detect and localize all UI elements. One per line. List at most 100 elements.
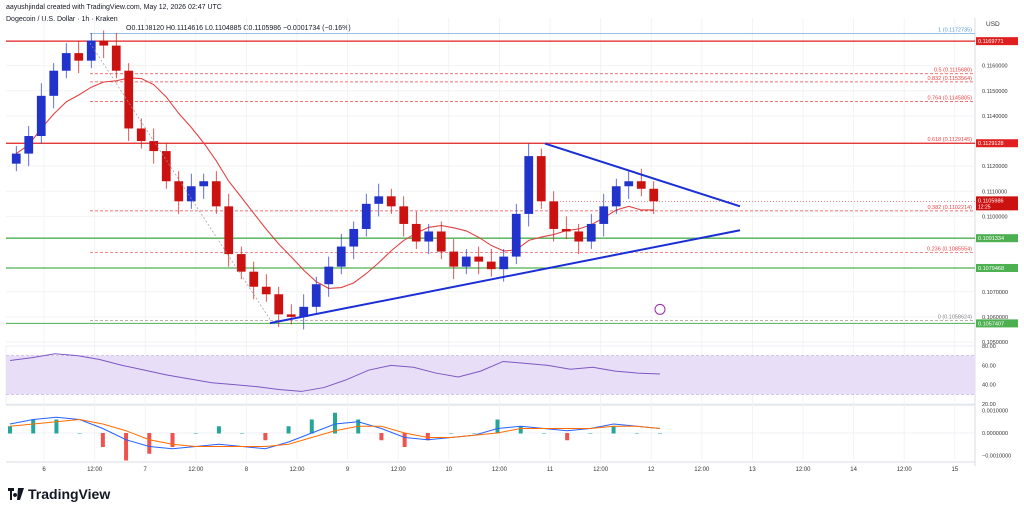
fib-level-label: 0.832 (0.1153564) xyxy=(927,76,972,82)
macd-histogram-bar xyxy=(495,419,500,434)
level-price-label: 0.1169771 xyxy=(978,39,1004,45)
y-tick-label: 0.1120000 xyxy=(982,164,1008,170)
candle-body xyxy=(461,256,471,267)
candle-body xyxy=(336,246,346,267)
ascending-trendline xyxy=(269,229,741,325)
level-price-tag xyxy=(976,37,1018,46)
y-tick-label: 0.1060000 xyxy=(982,315,1008,321)
x-tick-label: 15 xyxy=(951,467,958,473)
candle-body xyxy=(174,181,184,202)
candle-body xyxy=(499,256,509,270)
level-price-label: 0.1129128 xyxy=(978,141,1004,147)
candle-body xyxy=(36,95,46,137)
x-tick-label: 8 xyxy=(245,467,249,473)
level-price-tag xyxy=(976,263,1018,272)
macd-histogram-bar xyxy=(309,419,314,434)
y-tick-label: 0.1140000 xyxy=(982,114,1008,120)
fib-level-label: 0.764 (0.1145805) xyxy=(927,95,972,101)
price-axis-unit: USD xyxy=(986,21,1000,28)
candle-body xyxy=(436,231,446,252)
current-price-tag xyxy=(976,196,1018,211)
candle-body xyxy=(449,251,459,267)
macd-histogram-bar xyxy=(77,433,82,434)
x-tick-label: 12:00 xyxy=(289,467,305,473)
moving-average-line xyxy=(15,77,654,289)
chart-credit: aayushjindal created with TradingView.co… xyxy=(6,4,222,11)
tradingview-icon xyxy=(8,487,24,500)
ohlc-readout: O0.1108120 H0.1114616 L0.1104885 C0.1105… xyxy=(126,25,351,32)
macd-histogram-bar xyxy=(658,433,662,434)
level-price-label: 0.1091334 xyxy=(978,236,1004,242)
macd-histogram-bar xyxy=(286,426,291,434)
macd-line xyxy=(9,416,661,450)
x-tick-label: 12:00 xyxy=(188,467,204,473)
candle-body xyxy=(161,151,171,182)
ma-layer xyxy=(15,77,654,289)
macd-histogram-bar xyxy=(333,412,337,434)
candle-body xyxy=(186,186,196,202)
macd-histogram-bar xyxy=(472,433,477,434)
candle-body xyxy=(386,196,396,207)
event-marker-icon xyxy=(654,303,666,315)
candle-body xyxy=(236,254,246,272)
fib-level-label: 0.5 (0.1115680) xyxy=(934,68,972,74)
x-tick-label: 12:00 xyxy=(593,467,609,473)
x-tick-label: 13 xyxy=(749,467,756,473)
x-tick-label: 11 xyxy=(547,467,554,473)
macd-histogram-bar xyxy=(402,433,407,447)
candle-body xyxy=(99,40,109,46)
candle-body xyxy=(599,206,609,224)
macd-histogram-bar xyxy=(100,433,105,447)
candle-body xyxy=(261,286,271,295)
macd-histogram-bar xyxy=(193,433,198,434)
candle-body xyxy=(86,40,96,61)
macd-histogram-bar xyxy=(565,433,570,441)
macd-histogram-bar xyxy=(541,433,546,434)
macd-tick-label: −0.0010000 xyxy=(982,454,1011,460)
candle-body xyxy=(299,306,309,317)
low-price-label: 0.1057407 xyxy=(978,321,1004,327)
x-tick-label: 12:00 xyxy=(897,467,913,473)
candle-body xyxy=(549,201,559,229)
rsi-band xyxy=(6,355,975,395)
candle-body xyxy=(249,271,259,287)
macd-histogram-bar xyxy=(147,433,152,454)
y-tick-label: 0.1100000 xyxy=(982,214,1008,220)
candle-body xyxy=(474,256,484,262)
macd-histogram-bar xyxy=(216,426,221,434)
rsi-tick-label: 40.00 xyxy=(982,383,996,389)
countdown-label: 12:25 xyxy=(978,204,991,210)
candle-body xyxy=(324,266,334,285)
candle-body xyxy=(211,181,221,207)
level-price-tag xyxy=(976,234,1018,243)
macd-histogram-bar xyxy=(170,433,175,447)
candle-body xyxy=(399,206,409,224)
candle-body xyxy=(61,53,71,71)
candle-body xyxy=(511,213,521,257)
y-tick-label: 0.1110000 xyxy=(982,189,1007,195)
macd-histogram-bar xyxy=(263,433,268,441)
x-tick-label: 14 xyxy=(850,467,857,473)
candle-body xyxy=(286,314,296,317)
x-tick-label: 12:00 xyxy=(795,467,811,473)
candle-body xyxy=(124,70,134,129)
x-tick-label: 7 xyxy=(144,467,148,473)
x-tick-label: 6 xyxy=(42,467,46,473)
macd-tick-label: 0.0000000 xyxy=(982,431,1008,437)
macd-tick-label: 0.0010000 xyxy=(982,409,1008,415)
rsi-line xyxy=(9,353,661,392)
candle-body xyxy=(149,141,159,152)
x-tick-label: 12:00 xyxy=(391,467,407,473)
candle-body xyxy=(311,284,321,307)
y-tick-label: 0.1160000 xyxy=(982,64,1008,70)
brand-name: TradingView xyxy=(28,486,111,502)
candle-body xyxy=(111,45,121,71)
macd-histogram-bar xyxy=(425,433,430,441)
macd-histogram-bar xyxy=(124,433,129,461)
rsi-tick-label: 20.00 xyxy=(982,402,996,408)
candle-body xyxy=(636,181,646,189)
macd-histogram-bar xyxy=(518,426,523,434)
macd-histogram-bar xyxy=(611,426,616,434)
fib-level-label: 1 (0.1172735) xyxy=(938,28,972,34)
